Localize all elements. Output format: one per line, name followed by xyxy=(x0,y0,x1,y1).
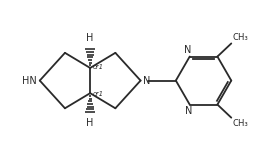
Text: or1: or1 xyxy=(93,64,104,70)
Text: H: H xyxy=(86,33,94,43)
Text: HN: HN xyxy=(22,76,37,86)
Text: or1: or1 xyxy=(93,91,104,97)
Text: CH₃: CH₃ xyxy=(232,119,248,128)
Text: N: N xyxy=(184,45,191,55)
Text: N: N xyxy=(185,106,192,116)
Text: CH₃: CH₃ xyxy=(232,33,248,42)
Text: N: N xyxy=(143,76,151,86)
Text: H: H xyxy=(86,118,94,128)
